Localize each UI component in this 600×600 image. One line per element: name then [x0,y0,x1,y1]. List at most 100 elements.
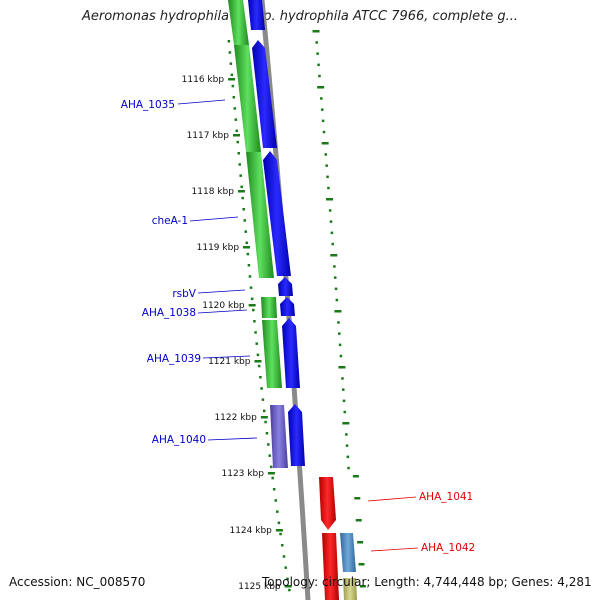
kbp-tick-mark [232,134,240,137]
cds-arrow[interactable] [248,0,265,30]
minor-tick [260,387,263,390]
outer-track-dot [320,97,323,100]
label-leader-line [189,216,239,222]
cds-arrow[interactable] [280,297,295,316]
gene-feature[interactable] [343,578,357,600]
cds-arrow[interactable] [322,533,339,600]
minor-tick [269,465,273,469]
gene-label-aha-1042[interactable]: AHA_1042 [421,542,475,554]
gene-labels: AHA_1035 cheA-1 rsbV AHA_1038 AHA_1039 A… [121,99,475,554]
gene-label-aha-1040[interactable]: AHA_1040 [152,434,206,446]
outer-track-dot [338,343,342,347]
minor-tick [255,342,258,345]
minor-tick [247,264,251,267]
cds-arrow[interactable] [252,40,277,148]
cds-arrow[interactable] [278,277,293,296]
gene-label-aha-1038[interactable]: AHA_1038 [142,307,196,319]
minor-tick [245,241,249,245]
gene-label-aha-1039[interactable]: AHA_1039 [147,353,201,365]
minor-tick [265,432,269,435]
minor-tick [230,73,234,77]
outer-track-dot [312,30,320,33]
minor-tick [254,331,257,334]
minor-tick [271,476,274,480]
outer-track-dot [330,231,334,235]
kbp-tick-label: 1123 kbp [222,469,265,479]
minor-tick [233,107,237,110]
minor-tick [276,510,279,513]
outer-track-dot [346,455,350,459]
outer-track-dot [318,74,321,78]
accession-text: Accession: NC_008570 [9,575,146,589]
minor-tick [237,152,240,155]
outer-track-dot [321,119,325,123]
kbp-tick-mark [248,304,256,307]
kbp-tick-mark [243,246,251,249]
outer-track-dot [342,399,346,403]
minor-tick [246,252,250,256]
outer-track-dot [326,175,329,179]
minor-tick [241,196,244,200]
label-leader-line [207,437,258,441]
minor-tick [267,443,270,446]
reverse-feature-track [319,477,357,600]
kbp-tick-label: 1120 kbp [202,301,245,311]
outer-track-dot [358,563,365,566]
outer-track-dot [331,242,334,246]
outer-track-dot [329,220,333,223]
genome-summary-text: Topology: circular; Length: 4,744,448 bp… [262,575,592,589]
kbp-tick-mark [254,360,262,363]
outer-track-dot [341,388,345,391]
outer-track-dot [325,164,328,167]
kbp-tick-label: 1118 kbp [192,187,235,197]
minor-tick [243,219,246,222]
cds-arrow[interactable] [263,151,291,276]
outer-track-dot [341,377,344,380]
kbp-tick-mark [228,78,236,81]
gene-feature[interactable] [234,45,261,152]
outer-track-dot [327,186,330,190]
cds-arrow[interactable] [282,318,300,388]
gene-feature[interactable] [340,533,356,572]
gene-label-chea-1[interactable]: cheA-1 [152,215,188,227]
gene-feature[interactable] [228,0,249,45]
kbp-tick-label: 1124 kbp [229,526,272,536]
minor-tick [256,353,260,357]
gene-label-aha-1035[interactable]: AHA_1035 [121,99,175,111]
outer-track-dot [322,130,326,134]
outer-track-dot [328,209,332,212]
outer-track-dot [359,585,366,588]
map-title: Aeromonas hydrophila subsp. hydrophila A… [81,9,519,24]
minor-tick [235,129,239,133]
gene-feature[interactable] [261,297,277,318]
minor-tick [236,140,239,144]
minor-tick [240,185,243,189]
kbp-tick-label: 1117 kbp [187,131,230,141]
forward-gene-track [228,0,288,468]
outer-track-dot [337,321,340,324]
gene-label-rsbv[interactable]: rsbV [172,288,196,300]
minor-tick [259,376,262,379]
minor-tick [262,409,266,413]
minor-tick [288,588,291,592]
outer-track-dot [317,86,325,89]
minor-tick [284,566,287,569]
gene-feature[interactable] [270,405,288,468]
minor-tick [239,174,242,177]
cds-arrow[interactable] [319,477,336,530]
outer-track-dot [320,108,324,111]
cds-arrow[interactable] [288,404,305,466]
minor-tick [232,96,236,99]
minor-tick [261,398,265,401]
outer-track-dot [326,198,334,201]
outer-track-dot [345,433,348,436]
gene-feature[interactable] [262,320,282,388]
kbp-tick-mark [284,585,292,588]
minor-tick [268,454,271,457]
minor-tick [234,118,238,121]
minor-tick [282,555,286,558]
outer-track-dot [330,254,338,257]
gene-label-aha-1041[interactable]: AHA_1041 [419,491,473,503]
gene-feature[interactable] [246,152,274,278]
